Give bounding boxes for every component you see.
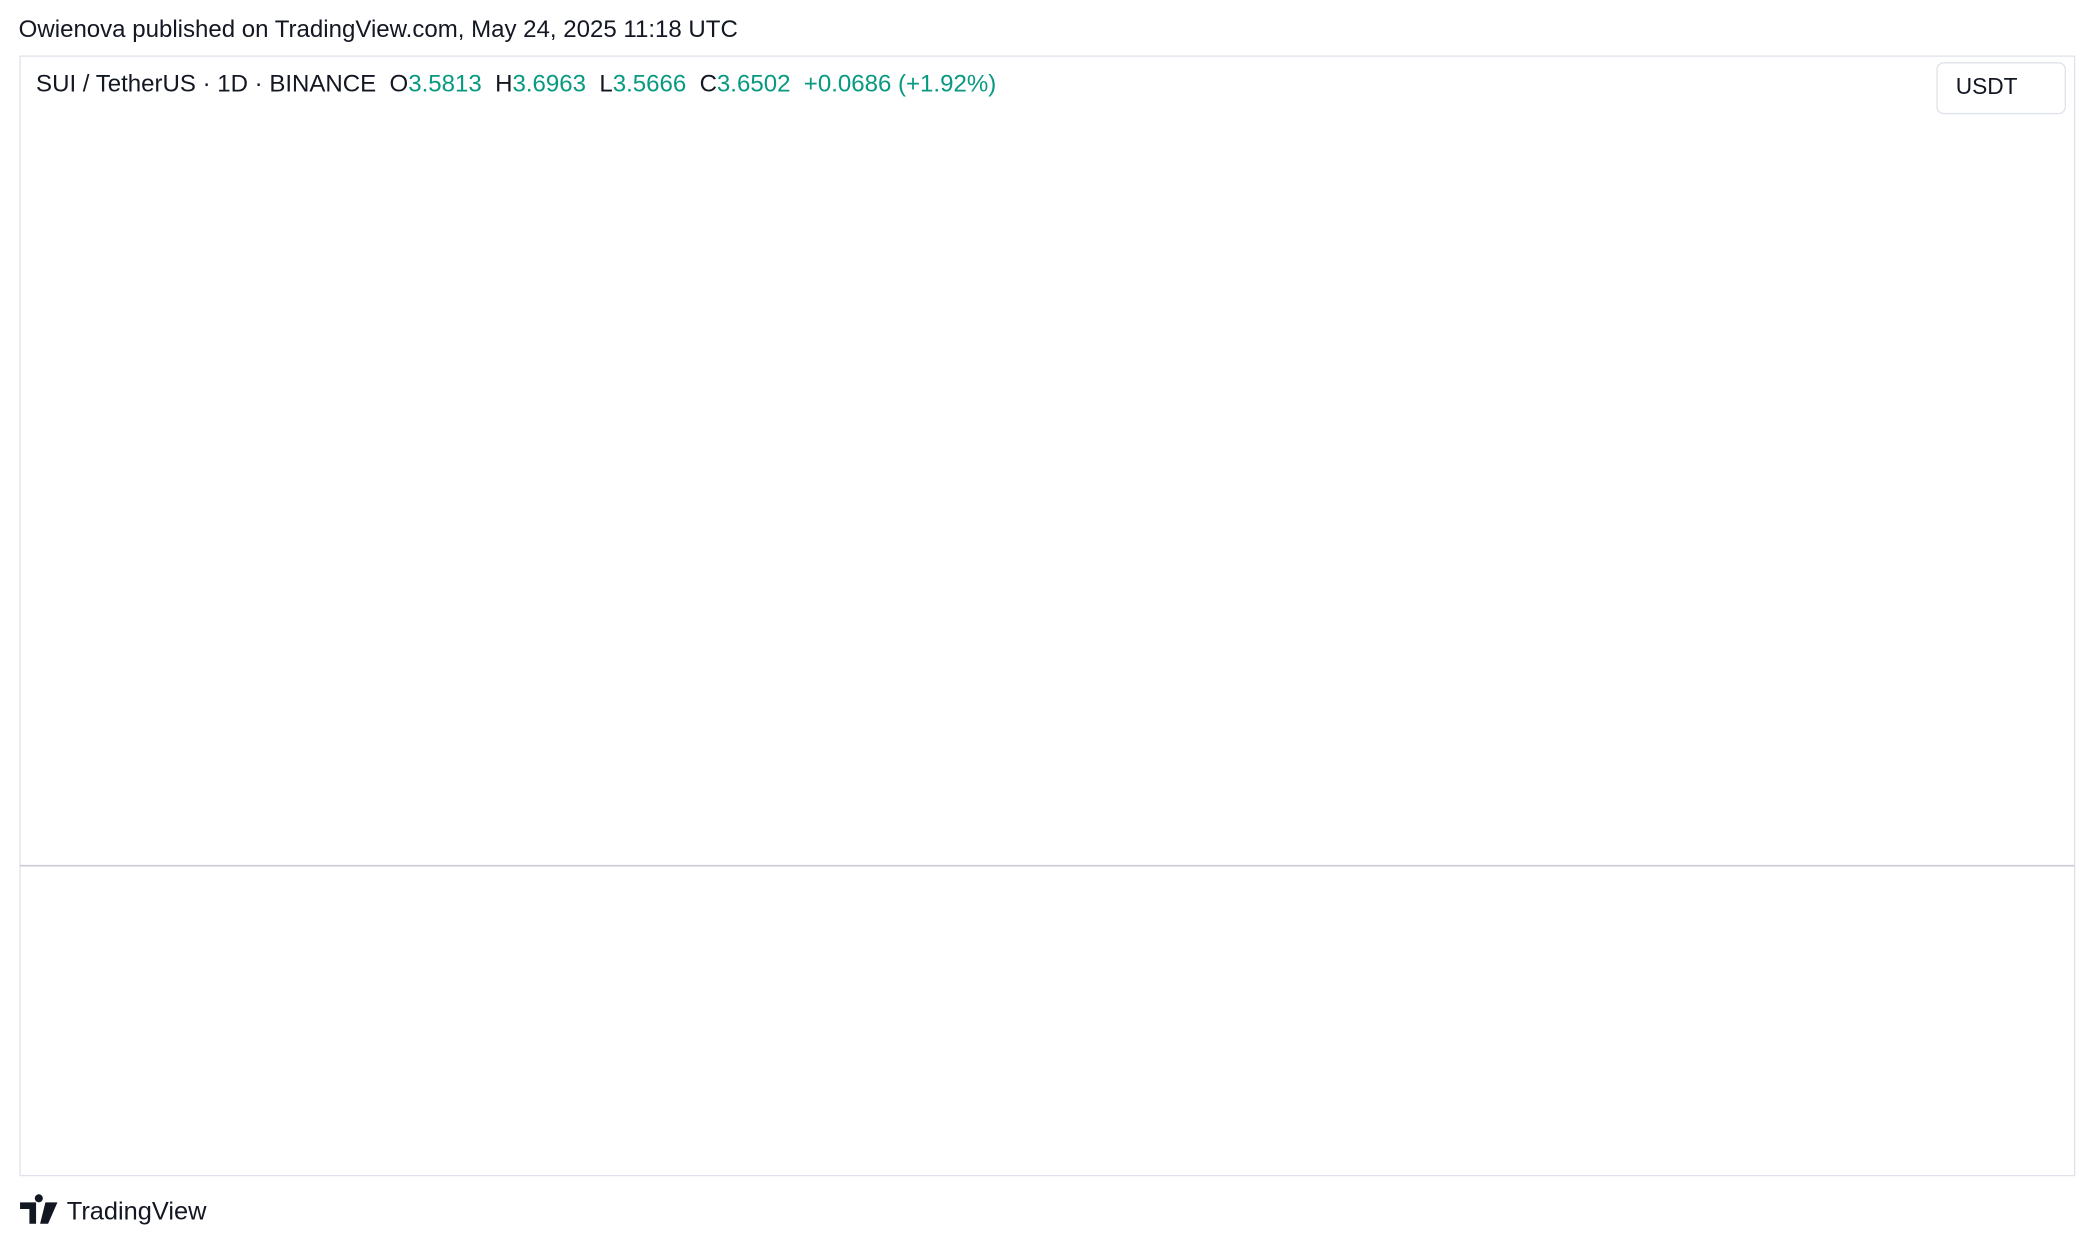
attribution: Owienova published on TradingView.com, M… xyxy=(19,16,738,43)
change: +0.0686 (+1.92%) xyxy=(804,71,996,98)
ohlc-label: C xyxy=(700,71,717,98)
legend: SUI / TetherUS · 1D · BINANCE O3.5813 H3.6… xyxy=(36,71,996,98)
ohlc-label: O xyxy=(390,71,409,98)
ohlc-label: H xyxy=(495,71,512,98)
symbol: SUI / TetherUS · 1D · BINANCE xyxy=(36,71,376,98)
ohlc-value: 3.5813 xyxy=(408,71,482,98)
ohlc-value: 3.5666 xyxy=(613,71,687,98)
ohlc-value: 3.6502 xyxy=(717,71,791,98)
logo: TradingView xyxy=(20,1194,207,1226)
ohlc-label: L xyxy=(599,71,612,98)
currency-box[interactable] xyxy=(1936,62,2066,115)
logo-mark xyxy=(20,1194,58,1224)
brand: TradingView xyxy=(67,1198,207,1226)
chart-frame xyxy=(19,55,2076,1177)
currency[interactable]: USDT xyxy=(1956,73,2018,99)
ohlc-value: 3.6963 xyxy=(512,71,586,98)
